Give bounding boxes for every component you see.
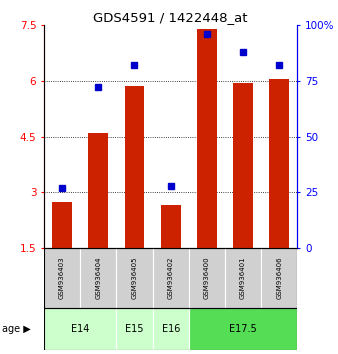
Text: GSM936400: GSM936400 <box>204 257 210 299</box>
Bar <box>161 205 180 248</box>
Bar <box>88 133 108 248</box>
Text: GSM936401: GSM936401 <box>240 257 246 299</box>
Title: GDS4591 / 1422448_at: GDS4591 / 1422448_at <box>93 11 248 24</box>
Bar <box>152 308 189 350</box>
Bar <box>116 308 152 350</box>
Text: E16: E16 <box>162 324 180 334</box>
Bar <box>44 308 297 350</box>
Bar <box>197 29 217 248</box>
Text: GSM936404: GSM936404 <box>95 257 101 299</box>
Text: age ▶: age ▶ <box>2 324 30 334</box>
Text: E15: E15 <box>125 324 144 334</box>
Bar <box>80 248 116 308</box>
Bar <box>189 248 225 308</box>
Bar <box>233 82 253 248</box>
Bar <box>44 308 116 350</box>
Bar <box>261 248 297 308</box>
Bar <box>116 248 152 308</box>
Bar <box>189 308 297 350</box>
Bar <box>44 248 297 308</box>
Text: GSM936402: GSM936402 <box>168 257 174 299</box>
Text: E17.5: E17.5 <box>229 324 257 334</box>
Text: E14: E14 <box>71 324 89 334</box>
Bar <box>52 202 72 248</box>
Text: GSM936403: GSM936403 <box>59 257 65 299</box>
Bar <box>269 79 289 248</box>
Bar <box>225 248 261 308</box>
Bar <box>124 86 144 248</box>
Bar <box>152 248 189 308</box>
Text: GSM936405: GSM936405 <box>131 257 138 299</box>
Bar <box>44 248 80 308</box>
Text: GSM936406: GSM936406 <box>276 257 282 299</box>
